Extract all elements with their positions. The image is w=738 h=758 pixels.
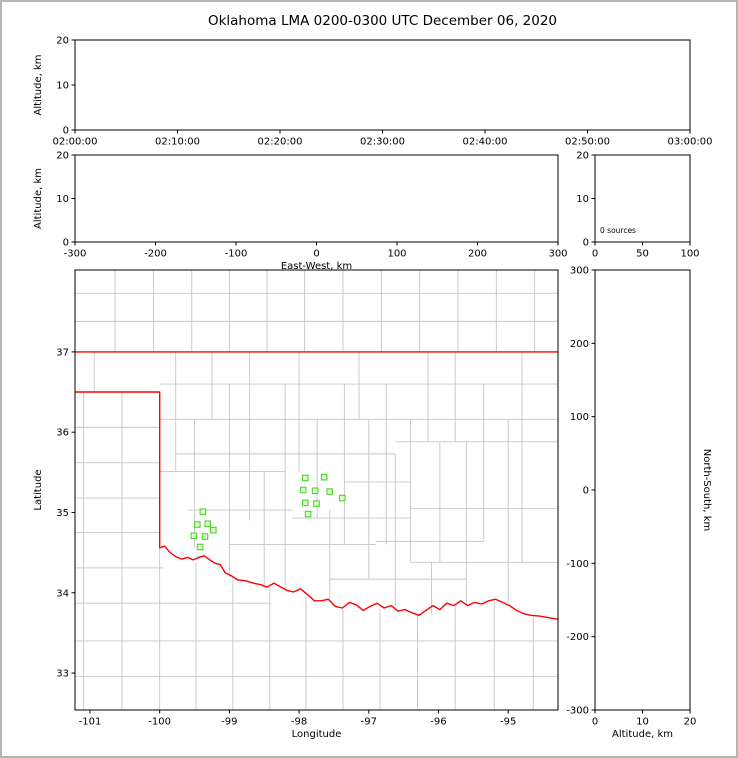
panel-frame — [594, 269, 691, 711]
lma-station-marker — [302, 499, 309, 507]
y-tick-label: 300 — [570, 266, 589, 277]
y-axis-label: Altitude, km — [33, 55, 44, 116]
y-tick-label: 10 — [56, 194, 69, 205]
y-tick-label: -100 — [566, 559, 589, 570]
figure-title: Oklahoma LMA 0200-0300 UTC December 06, … — [207, 13, 558, 29]
sources-count-annotation: 0 sources — [600, 226, 636, 235]
lma-station-marker — [204, 520, 212, 528]
panel-frame — [74, 269, 559, 711]
y-axis-label-right: North-South, km — [701, 449, 712, 532]
x-tick-label: 02:50:00 — [565, 137, 610, 148]
y-tick-label: 100 — [570, 412, 589, 423]
lma-station-marker — [326, 488, 334, 495]
y-tick-label: 10 — [576, 194, 589, 205]
x-tick-label: 100 — [680, 249, 699, 260]
panel-time-height: 02:00:00 02:10:00 02:20:00 02:30:00 02:40:00… — [33, 36, 712, 148]
x-tick-label: 20 — [684, 717, 697, 728]
lma-station-marker — [201, 533, 209, 540]
lma-station-marker — [196, 543, 204, 551]
panel-ns-height: 0 10 20 -300 -200 -100 0 100 200 300 Altitude, km N… — [566, 266, 712, 741]
x-tick-label: -99 — [221, 717, 237, 728]
y-tick-label: 10 — [56, 81, 69, 92]
lma-station-marker — [194, 521, 201, 528]
x-tick-label: 300 — [548, 249, 567, 260]
x-tick-label: 200 — [468, 249, 487, 260]
y-tick-label: 35 — [56, 508, 69, 519]
lma-station-marker — [313, 500, 320, 507]
x-tick-label: -100 — [148, 717, 171, 728]
x-tick-label: -95 — [500, 717, 516, 728]
y-tick-label: 0 — [583, 238, 589, 249]
y-tick-label: 0 — [63, 126, 69, 137]
x-tick-label: 02:00:00 — [53, 137, 98, 148]
y-tick-label: 20 — [576, 151, 589, 162]
x-tick-label: 02:10:00 — [155, 137, 200, 148]
lma-station-marker — [302, 474, 309, 482]
x-tick-label: -96 — [430, 717, 446, 728]
x-tick-label: 02:30:00 — [360, 137, 405, 148]
x-tick-label: 03:00:00 — [668, 137, 713, 148]
x-axis-label: Longitude — [292, 729, 342, 740]
x-axis-label: East-West, km — [281, 261, 352, 272]
state-boundary — [75, 391, 558, 620]
x-tick-label: -101 — [79, 717, 102, 728]
panel-plan-view: -101 -100 -99 -98 -97 -96 -95 33 34 35 36 37 Longitu… — [33, 269, 559, 740]
panel-frame — [74, 154, 559, 243]
y-tick-label: -200 — [566, 632, 589, 643]
y-tick-label: 0 — [583, 486, 589, 497]
y-tick-label: 0 — [63, 238, 69, 249]
lma-station-marker — [338, 494, 346, 502]
y-axis-label: Altitude, km — [33, 168, 44, 229]
y-tick-label: 20 — [56, 151, 69, 162]
x-tick-label: -98 — [291, 717, 307, 728]
lma-station-marker — [299, 486, 307, 494]
x-tick-label: 100 — [387, 249, 406, 260]
lma-stations — [190, 473, 346, 551]
x-tick-label: 50 — [636, 249, 649, 260]
lma-station-marker — [304, 510, 312, 518]
lma-station-marker — [320, 473, 328, 481]
x-tick-label: 0 — [592, 249, 598, 260]
panel-ew-height: -300 -200 -100 0 100 200 300 0 10 20 East-West, km… — [33, 151, 568, 273]
x-tick-label: 0 — [592, 717, 598, 728]
panel-alt-histogram: 0 50 100 0 10 20 0 sources — [576, 151, 699, 260]
x-tick-label: 10 — [636, 717, 649, 728]
y-tick-label: 20 — [56, 36, 69, 47]
lma-station-marker — [210, 526, 217, 534]
x-tick-label: -100 — [225, 249, 248, 260]
y-tick-label: 34 — [56, 588, 69, 599]
y-tick-label: 37 — [56, 347, 69, 358]
lma-station-marker — [311, 487, 319, 495]
x-tick-label: -300 — [64, 249, 87, 260]
y-tick-label: 33 — [56, 669, 69, 680]
x-tick-label: -200 — [144, 249, 167, 260]
lma-station-marker — [199, 508, 207, 515]
x-tick-label: -97 — [361, 717, 377, 728]
y-axis-label: Latitude — [33, 469, 44, 510]
panel-frame — [594, 154, 691, 243]
y-tick-label: 200 — [570, 339, 589, 350]
panel-frame — [74, 39, 691, 131]
x-tick-label: 02:20:00 — [258, 137, 303, 148]
lma-station-marker — [190, 532, 198, 540]
x-tick-label: 02:40:00 — [463, 137, 508, 148]
y-tick-label: -300 — [566, 706, 589, 717]
x-tick-label: 0 — [313, 249, 319, 260]
x-axis-label: Altitude, km — [612, 729, 673, 740]
y-tick-label: 36 — [56, 428, 69, 439]
plan-view-map-layers — [75, 270, 558, 710]
